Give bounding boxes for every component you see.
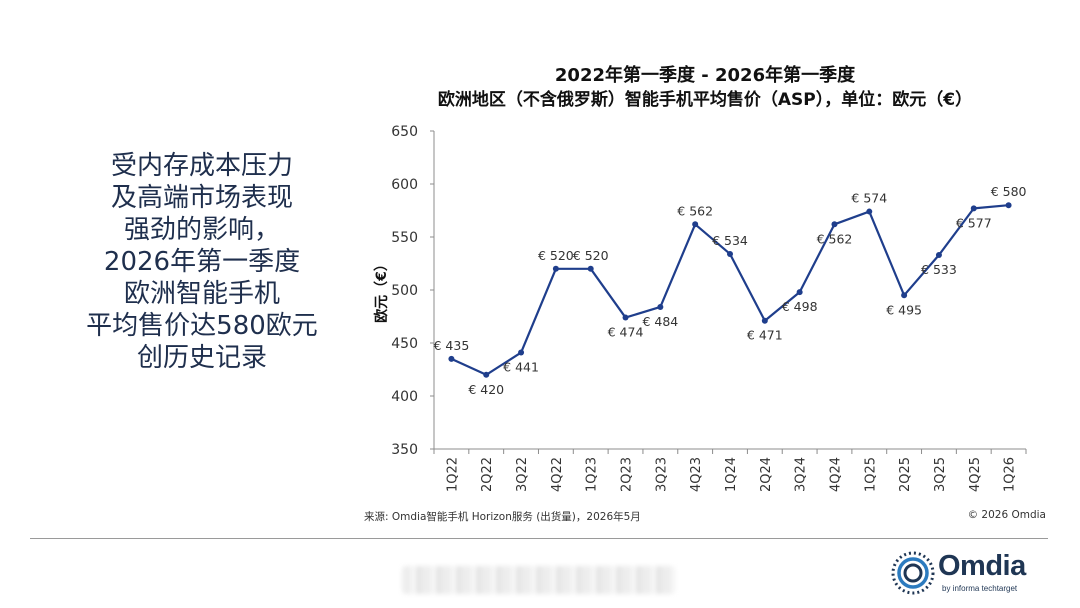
x-tick-label: 2Q25 (898, 457, 913, 492)
x-tick-label: 3Q22 (515, 457, 530, 492)
data-label: € 420 (468, 382, 504, 397)
x-tick-label: 1Q24 (724, 457, 739, 492)
headline-line: 受内存成本压力 (110, 151, 293, 181)
divider (30, 538, 1048, 539)
data-point (935, 252, 942, 259)
data-label: € 574 (851, 191, 887, 206)
blurred-watermark (402, 566, 676, 594)
x-tick-label: 1Q23 (585, 457, 600, 492)
data-label: € 534 (712, 233, 748, 248)
x-tick-label: 1Q25 (863, 457, 878, 492)
y-tick-label: 650 (391, 124, 418, 140)
data-point (831, 221, 838, 228)
data-label: € 441 (503, 360, 539, 375)
x-tick-label: 3Q24 (794, 457, 809, 492)
data-label: € 474 (608, 325, 644, 340)
y-tick-label: 350 (391, 442, 418, 458)
data-label: € 533 (921, 262, 957, 277)
copyright: © 2026 Omdia (967, 509, 1046, 521)
omdia-logo: Omdia by informa techtarget (890, 548, 1060, 600)
logo-name: Omdia (938, 550, 1026, 582)
data-point (1005, 202, 1012, 209)
data-point (518, 349, 525, 356)
data-point (761, 317, 768, 324)
data-point (622, 314, 629, 321)
chart-title-block: 2022年第一季度 - 2026年第一季度 欧洲地区（不含俄罗斯）智能手机平均售… (360, 64, 1050, 112)
data-point (970, 205, 977, 212)
x-tick-label: 2Q22 (480, 457, 495, 492)
data-point (866, 208, 873, 215)
data-label: € 484 (642, 314, 678, 329)
headline: 受内存成本压力 及高端市场表现 强劲的影响， 2026年第一季度 欧洲智能手机 … (52, 150, 352, 374)
data-label: € 520 (573, 248, 609, 263)
data-label: € 562 (817, 231, 853, 246)
y-tick-label: 400 (391, 389, 418, 405)
y-tick-label: 600 (391, 177, 418, 193)
x-tick-label: 1Q26 (1003, 457, 1018, 492)
data-point (657, 303, 664, 310)
chart-title: 2022年第一季度 - 2026年第一季度 (554, 65, 856, 86)
y-tick-label: 450 (391, 336, 418, 352)
data-label: € 495 (886, 302, 922, 317)
x-tick-label: 4Q25 (968, 457, 983, 492)
x-tick-label: 3Q23 (654, 457, 669, 492)
headline-line: 2026年第一季度 (103, 247, 301, 277)
data-point (796, 289, 803, 296)
data-label: € 498 (782, 299, 818, 314)
y-tick-label: 500 (391, 283, 418, 299)
source-note: 来源: Omdia智能手机 Horizon服务 (出货量)，2026年5月 (364, 511, 641, 523)
data-label: € 435 (434, 338, 470, 353)
y-axis-title: 欧元（€） (373, 257, 390, 323)
headline-line: 强劲的影响， (123, 215, 280, 245)
data-point (727, 250, 733, 257)
data-label: € 520 (538, 248, 574, 263)
x-tick-label: 3Q25 (933, 457, 948, 492)
y-tick-label: 550 (391, 230, 418, 246)
data-point (692, 221, 699, 228)
x-tick-label: 4Q23 (689, 457, 704, 492)
x-tick-label: 2Q23 (620, 457, 635, 492)
x-tick-label: 1Q22 (445, 457, 460, 492)
headline-line: 欧洲智能手机 (123, 279, 280, 309)
headline-line: 及高端市场表现 (110, 183, 293, 213)
data-label: € 562 (677, 203, 713, 218)
data-point (552, 265, 559, 272)
data-point (587, 265, 594, 272)
omdia-logo-icon (891, 551, 935, 595)
data-point (901, 292, 908, 299)
data-label: € 471 (747, 328, 783, 343)
x-tick-label: 4Q22 (550, 457, 565, 492)
data-point (483, 371, 490, 378)
headline-line: 平均售价达580欧元 (86, 311, 318, 341)
x-tick-label: 4Q24 (828, 457, 843, 492)
data-label: € 580 (991, 184, 1027, 199)
series-line (450, 204, 1009, 376)
x-tick-label: 2Q24 (759, 457, 774, 492)
data-label: € 577 (956, 215, 992, 230)
logo-tagline: by informa techtarget (942, 584, 1018, 593)
headline-line: 创历史记录 (136, 343, 267, 373)
data-point (448, 355, 455, 362)
chart-subtitle: 欧洲地区（不含俄罗斯）智能手机平均售价（ASP），单位：欧元（€） (437, 90, 973, 110)
